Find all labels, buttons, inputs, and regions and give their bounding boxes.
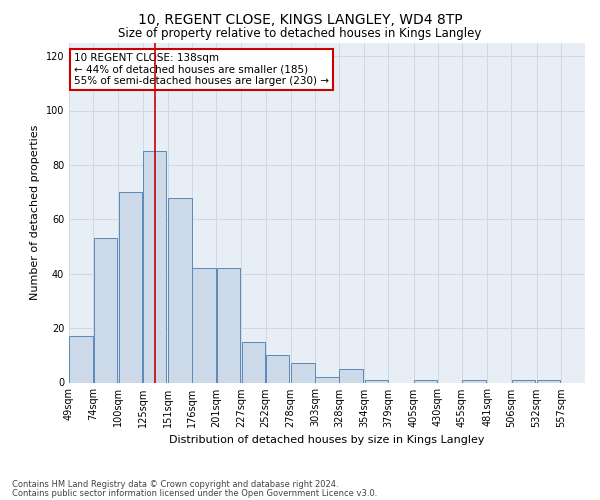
Text: Contains public sector information licensed under the Open Government Licence v3: Contains public sector information licen… [12,488,377,498]
Bar [315,377,339,382]
Bar [512,380,535,382]
Bar [537,380,560,382]
Bar [193,268,216,382]
Bar [266,356,289,382]
Bar [94,238,117,382]
Bar [340,369,363,382]
Bar [70,336,93,382]
Bar [143,152,166,382]
Y-axis label: Number of detached properties: Number of detached properties [30,125,40,300]
Text: Contains HM Land Registry data © Crown copyright and database right 2024.: Contains HM Land Registry data © Crown c… [12,480,338,489]
Bar [217,268,240,382]
Bar [414,380,437,382]
Bar [463,380,486,382]
Bar [365,380,388,382]
X-axis label: Distribution of detached houses by size in Kings Langley: Distribution of detached houses by size … [169,435,485,445]
Bar [168,198,191,382]
Bar [242,342,265,382]
Text: Size of property relative to detached houses in Kings Langley: Size of property relative to detached ho… [118,28,482,40]
Text: 10, REGENT CLOSE, KINGS LANGLEY, WD4 8TP: 10, REGENT CLOSE, KINGS LANGLEY, WD4 8TP [137,12,463,26]
Text: 10 REGENT CLOSE: 138sqm
← 44% of detached houses are smaller (185)
55% of semi-d: 10 REGENT CLOSE: 138sqm ← 44% of detache… [74,52,329,86]
Bar [119,192,142,382]
Bar [291,364,314,382]
